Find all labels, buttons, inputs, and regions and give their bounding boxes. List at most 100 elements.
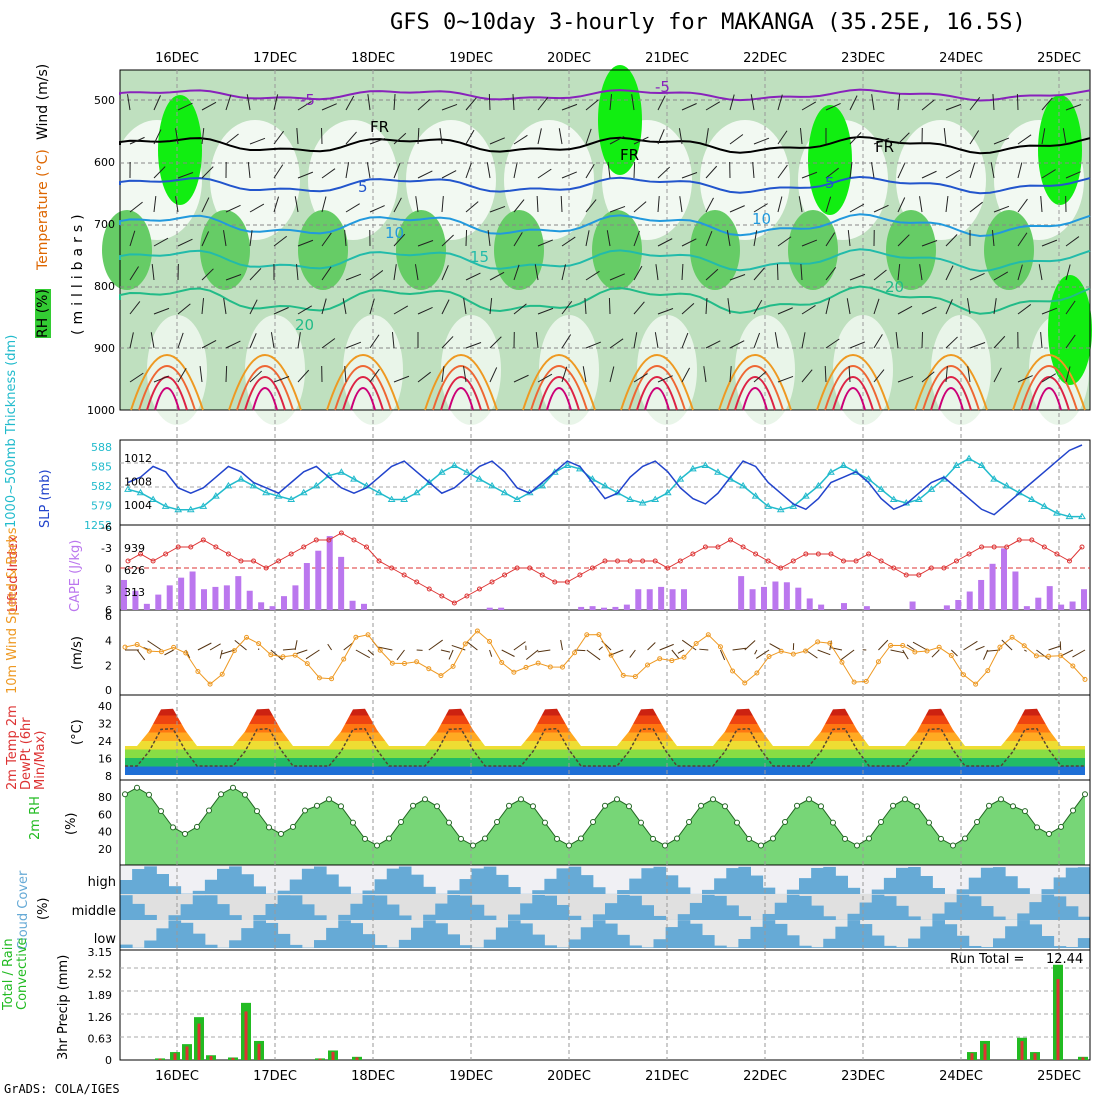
contour-label: 5 xyxy=(358,178,368,196)
cloud-cell xyxy=(241,928,254,948)
wind-barb xyxy=(345,273,362,281)
wind10-point xyxy=(389,660,395,666)
wind-barb xyxy=(774,332,779,349)
wind-barb xyxy=(1041,169,1056,179)
thickness-point xyxy=(149,495,157,503)
wind-barb xyxy=(344,366,347,383)
date-label-bottom: 16DEC xyxy=(155,1069,199,1084)
wind-barb xyxy=(873,369,885,383)
wind-barb xyxy=(609,273,625,281)
li-point xyxy=(1054,551,1060,557)
wind-barb xyxy=(609,338,624,349)
wind10-point xyxy=(730,668,736,674)
rh2m-point xyxy=(662,842,668,849)
thickness-point xyxy=(676,475,685,482)
wind-barb xyxy=(729,366,732,383)
wind-barb xyxy=(126,94,131,111)
thickness-line xyxy=(127,457,1082,518)
wind-barb xyxy=(321,196,327,213)
wind-barb xyxy=(726,230,731,247)
wind-barb xyxy=(606,230,611,247)
li-point xyxy=(539,572,545,578)
cloud-cell xyxy=(932,888,945,894)
cape-bar xyxy=(258,602,265,610)
thickness-point xyxy=(186,505,195,513)
cloud-cell xyxy=(398,866,412,894)
cloud-cell xyxy=(920,875,933,894)
wind-barb xyxy=(513,162,518,179)
rh2m-point xyxy=(746,835,752,842)
wind-barb xyxy=(681,332,689,349)
cloud-cell xyxy=(495,927,509,948)
contour-label: 15 xyxy=(470,248,489,266)
wind-barb xyxy=(465,201,479,213)
cloud-cell xyxy=(362,895,376,920)
cloud-cell xyxy=(1041,889,1055,894)
li-point xyxy=(150,558,156,564)
cloud-cell xyxy=(665,875,679,894)
wind-barb xyxy=(129,332,134,349)
wind-barb xyxy=(849,341,866,349)
wind-barb xyxy=(273,164,284,179)
wind10-point xyxy=(171,644,177,650)
cloud-cell xyxy=(338,914,351,920)
wind-barb xyxy=(897,264,901,281)
wind-barb xyxy=(1040,332,1043,349)
wind-barb xyxy=(513,232,523,247)
cloud-cell xyxy=(144,914,157,920)
cloud-cell xyxy=(217,904,230,920)
wind-barb xyxy=(270,332,275,349)
rh-moist-area xyxy=(984,210,1034,290)
wind10-barb xyxy=(659,643,674,651)
slp-ytick: 1008 xyxy=(124,476,152,489)
wind-barb xyxy=(849,203,865,213)
rh-low-area xyxy=(735,315,795,425)
wind10-barb xyxy=(719,649,726,661)
thickness-point xyxy=(199,502,208,509)
li-ytick: 3 xyxy=(105,583,112,596)
wind-barb xyxy=(849,95,858,111)
wind-barb xyxy=(585,199,597,213)
thickness-point xyxy=(437,468,446,475)
li-point xyxy=(326,537,332,543)
wind-barb xyxy=(969,130,980,145)
wind-barb xyxy=(705,197,714,213)
thickness-point xyxy=(287,495,296,503)
wind-barb xyxy=(489,137,505,145)
cloud-cell xyxy=(1029,924,1042,948)
wind-barb xyxy=(753,137,770,145)
wind-barb xyxy=(1065,300,1076,315)
cloud-cell xyxy=(471,904,485,920)
wind-barb xyxy=(441,234,454,247)
thickness-point xyxy=(965,454,973,462)
li-point xyxy=(778,565,784,571)
temp-contour xyxy=(816,354,890,411)
wind10-point xyxy=(851,679,857,685)
rh2m-unit: (%) xyxy=(64,812,79,836)
wind-barb xyxy=(849,132,862,145)
thickness-point xyxy=(400,495,409,503)
wind-barb xyxy=(297,305,313,315)
cloud-cell xyxy=(229,940,242,948)
cape-bar xyxy=(795,587,802,610)
wind-barb xyxy=(969,162,976,179)
wind-barb xyxy=(609,366,615,383)
cloud-cell xyxy=(968,896,982,920)
wind-barb xyxy=(825,167,839,179)
temp-isoline-10 xyxy=(119,213,1091,238)
temp-band xyxy=(125,741,1085,750)
wind-barb xyxy=(798,196,803,213)
wind-barb xyxy=(417,170,433,179)
wind10-point xyxy=(705,632,711,638)
li-point xyxy=(665,565,671,571)
cape-bar xyxy=(303,563,310,610)
wind-barb xyxy=(273,235,288,247)
thickness-point xyxy=(337,468,346,475)
wind10-barb xyxy=(197,642,212,651)
wind10-point xyxy=(1070,663,1076,669)
li-point xyxy=(640,558,646,564)
wind-barb xyxy=(537,97,549,111)
wind-barb xyxy=(799,128,803,145)
wind-barb xyxy=(801,239,818,247)
rh-low-area xyxy=(637,315,697,425)
